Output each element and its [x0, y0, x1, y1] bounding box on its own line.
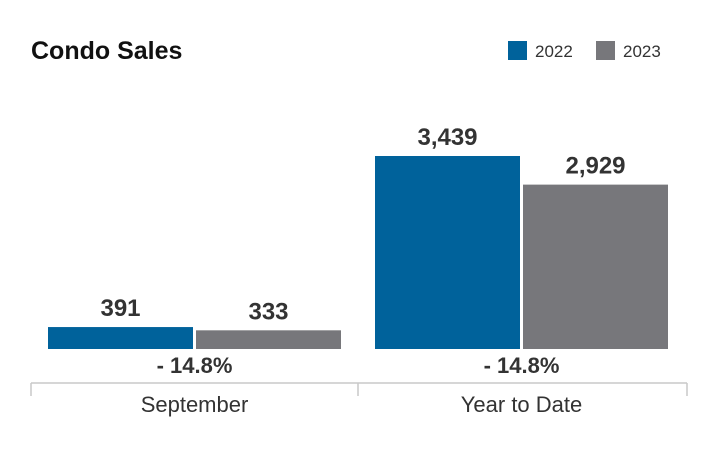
category-label-september: September	[141, 392, 249, 417]
change-label-september: - 14.8%	[157, 353, 233, 378]
value-label-year-to-date-2023: 2,929	[565, 153, 625, 180]
legend-label-2022: 2022	[535, 42, 573, 61]
value-label-september-2022: 391	[100, 295, 140, 322]
bars-group	[48, 156, 668, 349]
change-label-year-to-date: - 14.8%	[484, 353, 560, 378]
change-labels-group: - 14.8% - 14.8%	[157, 353, 560, 378]
bar-year-to-date-2023	[523, 184, 668, 349]
value-labels-group: 391 333 3,439 2,929	[100, 124, 625, 325]
bar-september-2022	[48, 327, 193, 349]
legend-swatch-2022	[508, 41, 527, 60]
category-labels-group: September Year to Date	[141, 392, 583, 417]
value-label-september-2023: 333	[248, 298, 288, 325]
bar-year-to-date-2022	[375, 156, 520, 349]
chart-title: Condo Sales	[31, 37, 182, 65]
x-axis	[30, 382, 688, 396]
bar-september-2023	[196, 330, 341, 349]
category-label-year-to-date: Year to Date	[461, 392, 583, 417]
value-label-year-to-date-2022: 3,439	[417, 124, 477, 151]
legend-swatch-2023	[596, 41, 615, 60]
legend-label-2023: 2023	[623, 42, 661, 61]
legend: 2022 2023	[508, 41, 661, 61]
